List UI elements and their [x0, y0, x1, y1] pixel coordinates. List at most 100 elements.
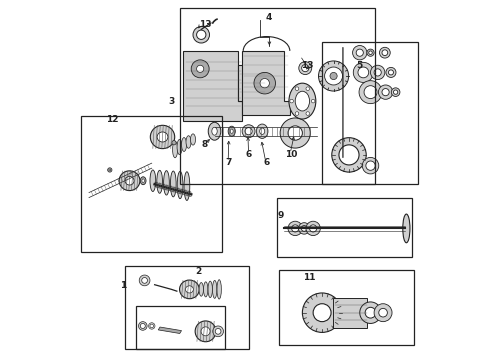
- Text: 13: 13: [301, 61, 314, 70]
- Ellipse shape: [353, 62, 373, 82]
- Text: 9: 9: [278, 211, 284, 220]
- Ellipse shape: [364, 86, 377, 99]
- Circle shape: [318, 61, 349, 91]
- Ellipse shape: [374, 304, 392, 321]
- Ellipse shape: [298, 223, 310, 234]
- Circle shape: [260, 78, 270, 88]
- Ellipse shape: [339, 145, 359, 165]
- Text: 7: 7: [225, 158, 231, 167]
- Text: 8: 8: [202, 140, 208, 149]
- Ellipse shape: [195, 321, 216, 342]
- Ellipse shape: [332, 138, 366, 172]
- Circle shape: [254, 72, 275, 94]
- Ellipse shape: [199, 283, 203, 296]
- Ellipse shape: [196, 30, 206, 40]
- Circle shape: [324, 67, 343, 85]
- Text: 4: 4: [265, 13, 271, 22]
- Text: 13: 13: [199, 19, 212, 28]
- Ellipse shape: [370, 65, 385, 80]
- Ellipse shape: [186, 286, 194, 293]
- Polygon shape: [238, 65, 267, 101]
- Ellipse shape: [295, 91, 310, 111]
- Bar: [81, 116, 222, 252]
- Polygon shape: [158, 327, 181, 333]
- Ellipse shape: [201, 327, 210, 336]
- Ellipse shape: [208, 281, 212, 298]
- Ellipse shape: [313, 304, 331, 321]
- Bar: [125, 266, 248, 348]
- Ellipse shape: [186, 136, 191, 148]
- Ellipse shape: [368, 51, 372, 54]
- Ellipse shape: [379, 47, 390, 58]
- Ellipse shape: [288, 221, 302, 235]
- Text: 10: 10: [285, 150, 297, 159]
- Ellipse shape: [392, 88, 400, 96]
- Circle shape: [191, 60, 209, 78]
- Text: 12: 12: [106, 114, 119, 123]
- Ellipse shape: [256, 124, 268, 138]
- Ellipse shape: [208, 122, 221, 140]
- Ellipse shape: [171, 171, 176, 197]
- Ellipse shape: [358, 67, 368, 78]
- Circle shape: [290, 99, 294, 103]
- Polygon shape: [243, 51, 290, 116]
- Ellipse shape: [289, 83, 316, 119]
- Circle shape: [295, 112, 299, 115]
- Circle shape: [306, 87, 310, 90]
- Circle shape: [330, 72, 337, 80]
- Ellipse shape: [213, 280, 217, 298]
- Bar: [180, 8, 375, 184]
- Ellipse shape: [139, 321, 147, 330]
- Bar: [279, 270, 414, 345]
- Ellipse shape: [119, 171, 140, 190]
- Ellipse shape: [139, 275, 150, 286]
- Text: 6: 6: [264, 158, 270, 167]
- Ellipse shape: [288, 126, 302, 140]
- Ellipse shape: [213, 326, 223, 337]
- Ellipse shape: [157, 132, 168, 142]
- Ellipse shape: [228, 126, 235, 136]
- Ellipse shape: [393, 90, 398, 94]
- Ellipse shape: [360, 302, 381, 323]
- Ellipse shape: [177, 139, 182, 154]
- Ellipse shape: [306, 221, 320, 235]
- Polygon shape: [183, 51, 243, 121]
- Bar: [277, 198, 412, 257]
- Ellipse shape: [302, 293, 342, 332]
- Circle shape: [306, 112, 310, 115]
- Ellipse shape: [142, 179, 145, 183]
- Ellipse shape: [382, 50, 388, 55]
- Bar: [322, 42, 418, 184]
- Ellipse shape: [184, 172, 190, 201]
- Ellipse shape: [374, 69, 381, 76]
- Ellipse shape: [193, 27, 210, 43]
- Ellipse shape: [191, 134, 196, 145]
- Ellipse shape: [179, 280, 199, 299]
- Ellipse shape: [260, 128, 265, 134]
- Bar: [333, 298, 367, 328]
- Ellipse shape: [109, 169, 111, 171]
- Ellipse shape: [150, 170, 156, 192]
- Ellipse shape: [378, 85, 393, 99]
- Text: 2: 2: [195, 267, 201, 276]
- Ellipse shape: [164, 171, 170, 195]
- Ellipse shape: [172, 140, 176, 145]
- Ellipse shape: [302, 64, 309, 72]
- Ellipse shape: [212, 127, 217, 135]
- Ellipse shape: [181, 138, 187, 152]
- Text: 5: 5: [357, 61, 363, 70]
- Ellipse shape: [310, 225, 317, 232]
- Ellipse shape: [142, 278, 147, 283]
- Ellipse shape: [157, 170, 163, 193]
- Circle shape: [311, 99, 315, 103]
- Circle shape: [196, 65, 204, 72]
- Ellipse shape: [367, 49, 374, 56]
- Ellipse shape: [359, 81, 382, 104]
- Ellipse shape: [230, 129, 233, 134]
- Ellipse shape: [301, 226, 307, 231]
- Text: 11: 11: [303, 273, 316, 282]
- Ellipse shape: [280, 118, 310, 148]
- Ellipse shape: [382, 89, 389, 96]
- Ellipse shape: [177, 171, 183, 199]
- Ellipse shape: [386, 67, 396, 77]
